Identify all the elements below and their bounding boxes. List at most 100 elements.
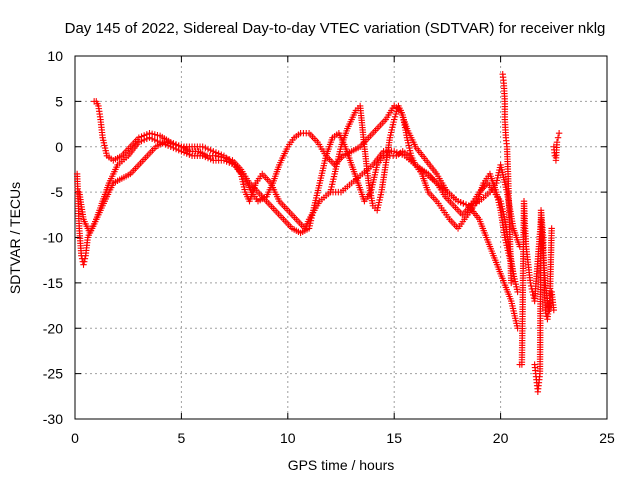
data-point (166, 140, 174, 147)
data-point (305, 225, 313, 232)
data-point (380, 152, 387, 160)
data-point (399, 111, 406, 119)
data-point (476, 216, 483, 223)
data-point (246, 198, 253, 205)
data-point (348, 179, 355, 187)
data-point (220, 154, 228, 161)
data-point (144, 152, 151, 160)
data-point (76, 225, 83, 232)
data-point (259, 170, 266, 178)
data-point (454, 198, 462, 205)
data-point (284, 143, 291, 150)
data-point (361, 198, 368, 205)
data-point (506, 243, 514, 250)
data-point (412, 143, 419, 150)
data-point (373, 207, 381, 214)
data-point (337, 188, 345, 196)
data-point (399, 148, 406, 155)
data-point (248, 188, 255, 196)
data-point (101, 198, 108, 205)
data-point (502, 134, 510, 141)
data-point (246, 179, 253, 187)
data-point (535, 379, 543, 386)
data-point (534, 388, 542, 395)
data-point (393, 152, 400, 160)
data-point (331, 170, 338, 178)
data-point (223, 155, 230, 162)
data-point (226, 156, 233, 163)
data-point (110, 157, 117, 164)
data-point (497, 161, 504, 169)
data-point (544, 315, 551, 323)
data-point (450, 202, 457, 209)
data-point (322, 152, 330, 160)
data-point (454, 225, 462, 232)
data-point (551, 152, 559, 160)
data-points (73, 70, 563, 395)
data-point (263, 198, 270, 205)
data-point (135, 161, 143, 169)
data-point (439, 207, 447, 214)
data-point (501, 234, 509, 241)
data-point (210, 157, 217, 164)
data-point (80, 261, 87, 268)
y-tick-label: -20 (43, 320, 63, 336)
data-point (188, 152, 196, 160)
y-tick-label: 0 (55, 139, 63, 155)
data-point (314, 139, 321, 146)
data-point (393, 108, 400, 115)
data-point (297, 229, 304, 237)
data-point (520, 198, 528, 205)
data-point (356, 102, 364, 110)
data-point (156, 132, 164, 140)
data-point (550, 143, 557, 150)
data-point (500, 80, 507, 87)
data-point (352, 107, 360, 114)
data-point (195, 148, 202, 155)
data-point (178, 143, 185, 150)
data-point (552, 157, 560, 164)
data-point (531, 297, 538, 305)
data-point (212, 152, 219, 160)
data-point (473, 198, 481, 205)
data-point (518, 361, 526, 368)
data-point (503, 143, 511, 150)
data-point (169, 140, 177, 148)
data-point (127, 143, 134, 150)
data-point (497, 270, 504, 277)
data-point (203, 152, 211, 160)
data-point (97, 116, 104, 123)
data-point (505, 207, 513, 214)
data-point (110, 179, 117, 187)
data-point (237, 166, 245, 173)
data-point (391, 148, 398, 155)
data-point (395, 102, 402, 110)
data-point (386, 134, 394, 141)
data-point (344, 125, 351, 132)
data-point (329, 134, 336, 141)
data-point (369, 202, 377, 209)
data-point (541, 279, 548, 287)
data-point (93, 98, 100, 105)
data-point (305, 129, 313, 137)
series-track-c (76, 131, 521, 293)
data-point (199, 143, 206, 150)
data-point (433, 179, 440, 187)
data-point (433, 170, 440, 178)
data-point (161, 139, 168, 146)
data-point (546, 297, 553, 305)
data-point (425, 170, 432, 178)
data-point (188, 143, 196, 150)
data-point (525, 261, 532, 268)
data-point (127, 170, 134, 178)
data-point (86, 229, 94, 237)
data-point (76, 188, 83, 196)
data-point (99, 134, 106, 141)
data-point (164, 139, 171, 147)
data-point (418, 170, 426, 178)
y-tick-label: -10 (43, 230, 63, 246)
x-tick-label: 10 (280, 430, 296, 446)
data-point (254, 198, 262, 205)
x-tick-label: 25 (599, 430, 615, 446)
